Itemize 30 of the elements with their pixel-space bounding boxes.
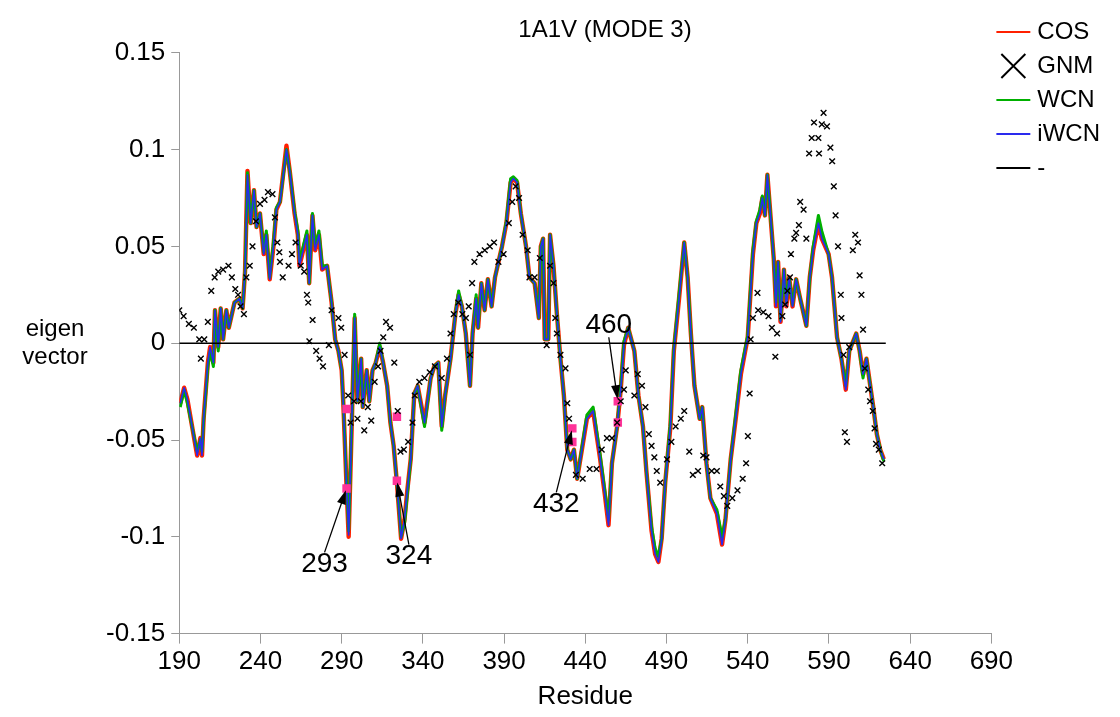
legend-label: WCN <box>1037 84 1095 112</box>
legend-label: GNM <box>1037 50 1094 78</box>
y-tick-label: 0 <box>150 326 166 357</box>
x-tick-label: 690 <box>969 645 1014 676</box>
chart-title: 1A1V (MODE 3) <box>518 15 692 43</box>
x-axis-title: Residue <box>537 679 634 710</box>
x-tick-label: 190 <box>157 645 201 676</box>
x-tick-label: 640 <box>888 645 932 676</box>
annotation: 293 <box>301 547 348 579</box>
legend-label: COS <box>1037 16 1090 44</box>
y-tick-label: 0.15 <box>114 35 166 66</box>
y-tick-label: -0.15 <box>106 616 166 647</box>
y-tick-label: -0.05 <box>106 423 166 454</box>
x-tick-label: 240 <box>238 645 283 676</box>
x-tick-label: 540 <box>726 645 770 676</box>
y-axis-title: eigen vector <box>22 313 88 369</box>
x-tick-label: 490 <box>644 645 689 676</box>
y-tick-label: -0.1 <box>120 519 166 550</box>
y-tick-label: 0.1 <box>129 132 166 163</box>
y-tick-label: 0.05 <box>114 229 166 260</box>
legend-label: - <box>1037 152 1046 180</box>
x-tick-label: 290 <box>319 645 364 676</box>
annotation: 324 <box>385 539 433 571</box>
x-tick-label: 590 <box>807 645 851 676</box>
x-tick-label: 390 <box>482 645 526 676</box>
legend-label: iWCN <box>1037 118 1101 146</box>
annotation: 460 <box>585 308 633 339</box>
x-tick-label: 340 <box>401 645 445 676</box>
annotation: 432 <box>532 487 580 519</box>
x-tick-label: 440 <box>563 645 607 676</box>
